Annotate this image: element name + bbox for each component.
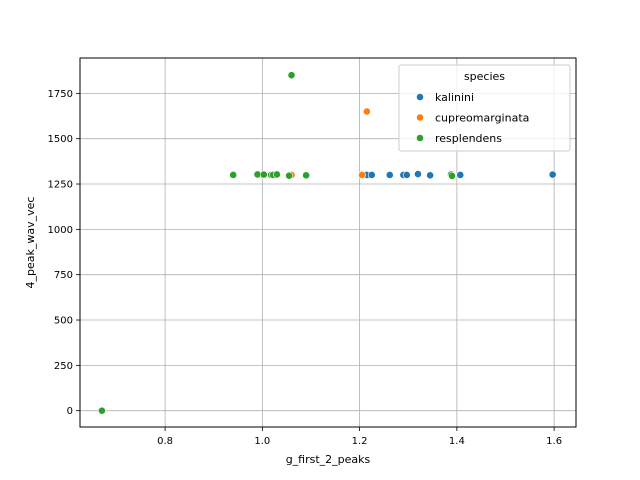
- legend-marker-resplendens: [416, 134, 424, 142]
- data-point-kalinini: [385, 171, 394, 179]
- y-axis-label: 4_peak_wav_vec: [24, 197, 37, 289]
- y-tick-label: 250: [54, 361, 73, 372]
- legend-label-cupreomarginata: cupreomarginata: [435, 112, 529, 125]
- data-point-kalinini: [426, 171, 435, 180]
- x-tick-label: 0.8: [157, 436, 173, 447]
- x-tick-label: 1.0: [254, 436, 270, 447]
- data-point-kalinini: [548, 170, 557, 179]
- data-point-resplendens: [285, 171, 293, 180]
- data-point-kalinini: [367, 171, 376, 179]
- legend-marker-cupreomarginata: [416, 113, 424, 122]
- y-tick-label: 0: [67, 406, 73, 417]
- x-tick-label: 1.4: [449, 436, 465, 447]
- data-point-resplendens: [259, 170, 268, 179]
- data-point-resplendens: [273, 170, 281, 179]
- plot-frame: [79, 57, 577, 428]
- legend-label-kalinini: kalinini: [435, 91, 474, 104]
- data-point-resplendens: [302, 171, 311, 180]
- x-tick-label: 1.2: [352, 436, 368, 447]
- data-point-resplendens: [287, 71, 296, 80]
- data-point-kalinini: [414, 170, 422, 178]
- legend-label-resplendens: resplendens: [435, 132, 502, 145]
- y-tick-label: 1500: [48, 134, 73, 145]
- data-point-resplendens: [229, 171, 238, 179]
- data-point-resplendens: [97, 406, 106, 415]
- data-point-resplendens: [448, 171, 456, 180]
- grid-lines: [80, 58, 576, 427]
- data-point-cupreomarginata: [363, 107, 371, 116]
- y-tick-label: 1250: [48, 180, 73, 191]
- legend-marker-kalinini: [416, 93, 424, 101]
- x-tick-label: 1.6: [546, 436, 562, 447]
- y-tick-label: 500: [54, 316, 73, 327]
- legend: species kalinini cupreomarginata resplende…: [398, 64, 571, 152]
- data-points: [97, 71, 557, 415]
- legend-box: [398, 64, 571, 152]
- y-tick-label: 1750: [48, 89, 73, 100]
- y-tick-label: 750: [54, 270, 73, 281]
- y-tick-label: 1000: [48, 225, 73, 236]
- data-point-kalinini: [456, 171, 465, 179]
- x-axis-label: g_first_2_peaks: [286, 453, 371, 466]
- data-point-kalinini: [402, 171, 411, 179]
- legend-title: species: [464, 70, 505, 83]
- legend-items: kalinini cupreomarginata resplendens: [416, 91, 529, 145]
- data-point-cupreomarginata: [358, 171, 366, 179]
- axis-ticks: 0.8 1.0 1.2 1.4 1.6 0 250 500 750 1000 1250 1500 175…: [48, 89, 563, 447]
